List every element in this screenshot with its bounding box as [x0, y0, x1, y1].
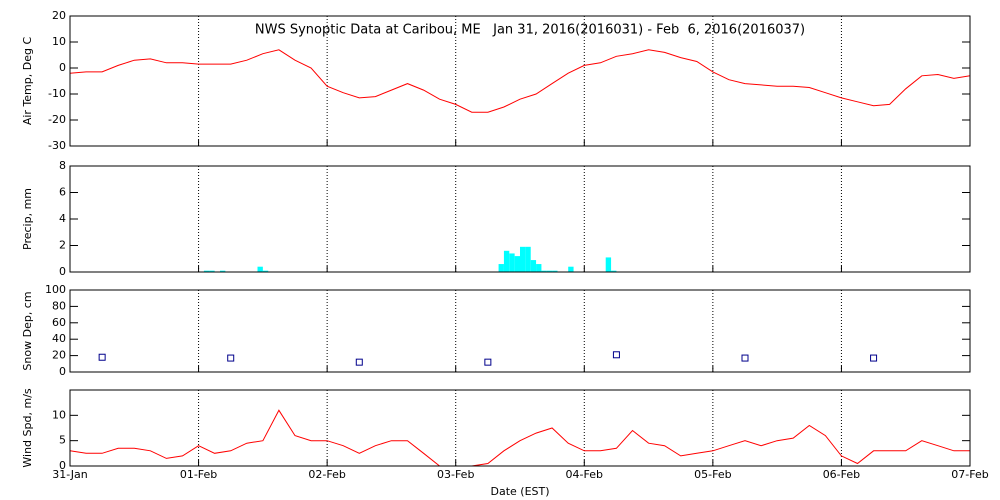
y-tick-label: 60 [52, 316, 66, 329]
bar [209, 270, 215, 272]
y-tick-label: -30 [48, 139, 66, 152]
bar [536, 264, 542, 272]
y-tick-label: 0 [59, 459, 66, 472]
bar [503, 250, 510, 272]
bar [509, 253, 515, 272]
point [227, 354, 235, 362]
plot-frame [69, 15, 971, 147]
bar [203, 270, 210, 272]
y-axis-label: Wind Spd, m/s [21, 388, 34, 468]
x-tick-label: 05-Feb [694, 468, 731, 481]
bar [498, 264, 504, 272]
plot-frame [69, 389, 971, 467]
x-tick-label: 03-Feb [437, 468, 474, 481]
line [69, 49, 971, 113]
y-axis-label: Snow Dep, cm [21, 291, 34, 370]
point [484, 358, 492, 366]
y-tick-label: 20 [52, 9, 66, 22]
point [741, 354, 749, 362]
x-tick-label: 04-Feb [566, 468, 603, 481]
x-tick-label: 06-Feb [823, 468, 860, 481]
bar [520, 246, 526, 272]
y-tick-label: 0 [59, 61, 66, 74]
plot-frame [69, 289, 971, 373]
y-tick-label: 8 [59, 159, 66, 172]
y-tick-label: 80 [52, 299, 66, 312]
point [870, 354, 878, 362]
y-axis-label: Air Temp, Deg C [21, 37, 34, 126]
bar [546, 270, 553, 272]
plot-frame [69, 165, 971, 273]
bar [257, 266, 263, 272]
x-tick-label: 07-Feb [951, 468, 988, 481]
y-tick-label: 40 [52, 332, 66, 345]
x-tick-label: 01-Feb [180, 468, 217, 481]
y-tick-label: -10 [48, 87, 66, 100]
y-axis-label: Precip, mm [21, 188, 34, 250]
chart-title: NWS Synoptic Data at Caribou, ME Jan 31,… [255, 23, 805, 38]
y-tick-label: -20 [48, 113, 66, 126]
bar [541, 270, 547, 272]
bar [530, 260, 537, 272]
bar [525, 246, 531, 272]
y-tick-label: 5 [59, 434, 66, 447]
y-tick-label: 20 [52, 349, 66, 362]
y-tick-label: 10 [52, 35, 66, 48]
x-axis-label: Date (EST) [490, 485, 549, 498]
y-tick-label: 4 [59, 212, 66, 225]
bar [220, 270, 226, 272]
x-tick-label: 02-Feb [308, 468, 345, 481]
y-tick-label: 10 [52, 408, 66, 421]
point [355, 358, 363, 366]
y-tick-label: 2 [59, 239, 66, 252]
line [69, 409, 970, 467]
bar [262, 270, 269, 272]
y-tick-label: 0 [59, 265, 66, 278]
bar [514, 256, 520, 272]
bar [611, 270, 617, 272]
y-tick-label: 6 [59, 186, 66, 199]
bar [605, 257, 612, 272]
bar [568, 266, 574, 272]
point [612, 351, 620, 359]
y-tick-label: 100 [45, 283, 66, 296]
point [98, 353, 106, 361]
x-tick-label: 31-Jan [52, 468, 88, 481]
bar [552, 270, 558, 272]
y-tick-label: 0 [59, 365, 66, 378]
